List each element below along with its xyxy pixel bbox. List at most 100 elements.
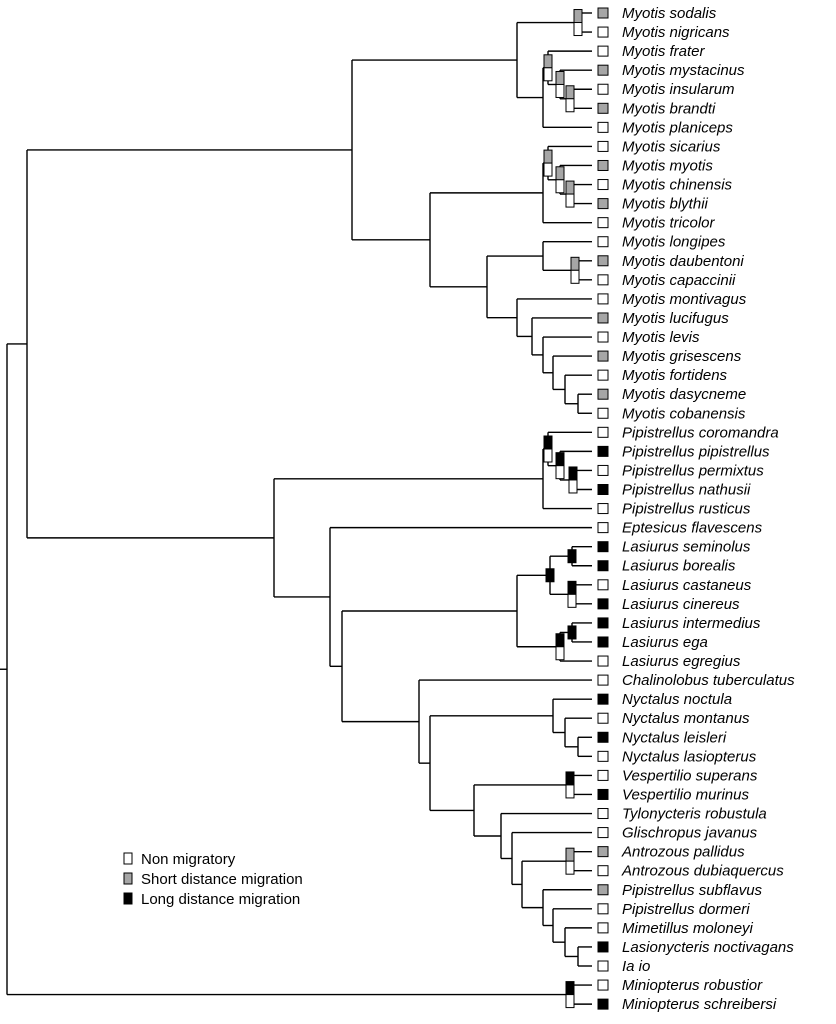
node-state-marker-short [570, 256, 580, 271]
tip-state-box-short [597, 198, 609, 210]
tip-state-box-short [597, 64, 609, 76]
taxon-label: Pipistrellus rusticus [622, 501, 751, 518]
tip-state-box-short [597, 388, 609, 400]
node-state-marker-non [555, 179, 565, 194]
taxon-label: Lasionycteris noctivagans [622, 939, 794, 956]
tip-state-box-long [597, 998, 609, 1010]
taxon-label: Vespertilio murinus [622, 786, 749, 803]
node-state-marker-non [567, 593, 577, 608]
node-state-marker-non [555, 465, 565, 480]
node-state-marker-long [555, 633, 565, 648]
taxon-label: Lasiurus seminolus [622, 539, 751, 556]
tip-state-box-non [597, 236, 609, 248]
taxon-label: Tylonycteris robustula [622, 806, 767, 823]
taxa-list: Myotis sodalis Myotis nigricans Myotis fra… [597, 5, 795, 1013]
tip-state-box-short [597, 255, 609, 267]
tip-state-box-non [597, 45, 609, 57]
node-state-marker-non [568, 479, 578, 494]
taxon-label: Glischropus javanus [622, 825, 758, 842]
node-state-marker-non [565, 98, 575, 113]
node-state-marker-non [565, 860, 575, 875]
tip-state-box-non [597, 979, 609, 991]
tip-state-box-non [597, 827, 609, 839]
node-state-marker-long [568, 466, 578, 481]
taxon-label: Nyctalus leisleri [622, 729, 727, 746]
legend: Non migratory Short distance migration L… [123, 851, 303, 908]
taxon-label: Myotis levis [622, 329, 700, 346]
tip-state-box-non [597, 808, 609, 820]
node-state-marker-non [555, 646, 565, 661]
tip-state-box-non [597, 655, 609, 667]
tip-state-box-short [597, 102, 609, 114]
tip-state-box-non [597, 865, 609, 877]
tip-state-box-long [597, 541, 609, 553]
tip-state-box-non [597, 464, 609, 476]
tip-state-box-non [597, 579, 609, 591]
taxon-label: Mimetillus moloneyi [622, 920, 754, 937]
taxon-label: Lasiurus ega [622, 634, 708, 651]
tip-state-box-non [597, 369, 609, 381]
taxon-label: Lasiurus egregius [622, 653, 741, 670]
taxon-label: Myotis longipes [622, 234, 726, 251]
node-state-marker-non [570, 269, 580, 284]
node-state-marker-non [555, 83, 565, 98]
taxon-label: Pipistrellus dormeri [622, 901, 750, 918]
ancestral-state-markers [543, 9, 583, 1009]
taxon-label: Myotis dasycneme [622, 386, 746, 403]
taxon-label: Nyctalus montanus [622, 710, 750, 727]
tip-state-box-long [597, 560, 609, 572]
legend-swatch-short-distance [123, 872, 133, 885]
taxon-label: Myotis nigricans [622, 24, 730, 41]
node-state-marker-short [565, 85, 575, 100]
node-state-marker-long [565, 981, 575, 996]
taxon-label: Myotis fortidens [622, 367, 728, 384]
taxon-label: Myotis brandti [622, 100, 716, 117]
taxon-label: Pipistrellus pipistrellus [622, 443, 770, 460]
node-state-marker-long [543, 435, 553, 450]
tip-state-box-long [597, 598, 609, 610]
node-state-marker-short [565, 180, 575, 195]
taxon-label: Miniopterus schreibersi [622, 996, 777, 1013]
tip-state-box-short [597, 159, 609, 171]
tip-state-box-long [597, 941, 609, 953]
node-state-marker-short [573, 9, 583, 24]
tip-state-box-non [597, 83, 609, 95]
taxon-label: Chalinolobus tuberculatus [622, 672, 795, 689]
taxon-label: Myotis tricolor [622, 215, 716, 232]
node-state-marker-short [543, 54, 553, 69]
node-state-marker-long [567, 580, 577, 595]
node-state-marker-long [545, 568, 555, 583]
tip-state-box-long [597, 445, 609, 457]
node-state-marker-non [543, 162, 553, 177]
node-state-marker-long [565, 771, 575, 786]
tip-state-box-non [597, 903, 609, 915]
taxon-label: Nyctalus lasiopterus [622, 748, 757, 765]
taxon-label: Antrozous dubiaquercus [621, 863, 784, 880]
node-state-marker-non [543, 67, 553, 82]
taxon-label: Antrozous pallidus [621, 844, 745, 861]
taxon-label: Myotis myotis [622, 157, 713, 174]
tip-state-box-non [597, 293, 609, 305]
tip-state-box-non [597, 503, 609, 515]
tip-state-box-non [597, 407, 609, 419]
taxon-label: Eptesicus flavescens [622, 520, 763, 537]
tip-state-box-non [597, 522, 609, 534]
node-state-marker-non [543, 448, 553, 463]
node-state-marker-non [573, 22, 583, 37]
node-state-marker-non [565, 784, 575, 799]
taxon-label: Myotis montivagus [622, 291, 747, 308]
tip-state-box-non [597, 769, 609, 781]
node-state-marker-non [565, 994, 575, 1009]
taxon-label: Myotis grisescens [622, 348, 742, 365]
legend-label-long-distance: Long distance migration [141, 891, 300, 908]
tip-state-box-non [597, 26, 609, 38]
node-state-marker-long [555, 452, 565, 467]
taxon-label: Lasiurus cinereus [622, 596, 740, 613]
tip-state-box-non [597, 750, 609, 762]
taxon-label: Lasiurus borealis [622, 558, 736, 575]
tip-state-box-non [597, 674, 609, 686]
tip-state-box-non [597, 217, 609, 229]
taxon-label: Myotis daubentoni [622, 253, 744, 270]
taxon-label: Myotis insularum [622, 81, 735, 98]
